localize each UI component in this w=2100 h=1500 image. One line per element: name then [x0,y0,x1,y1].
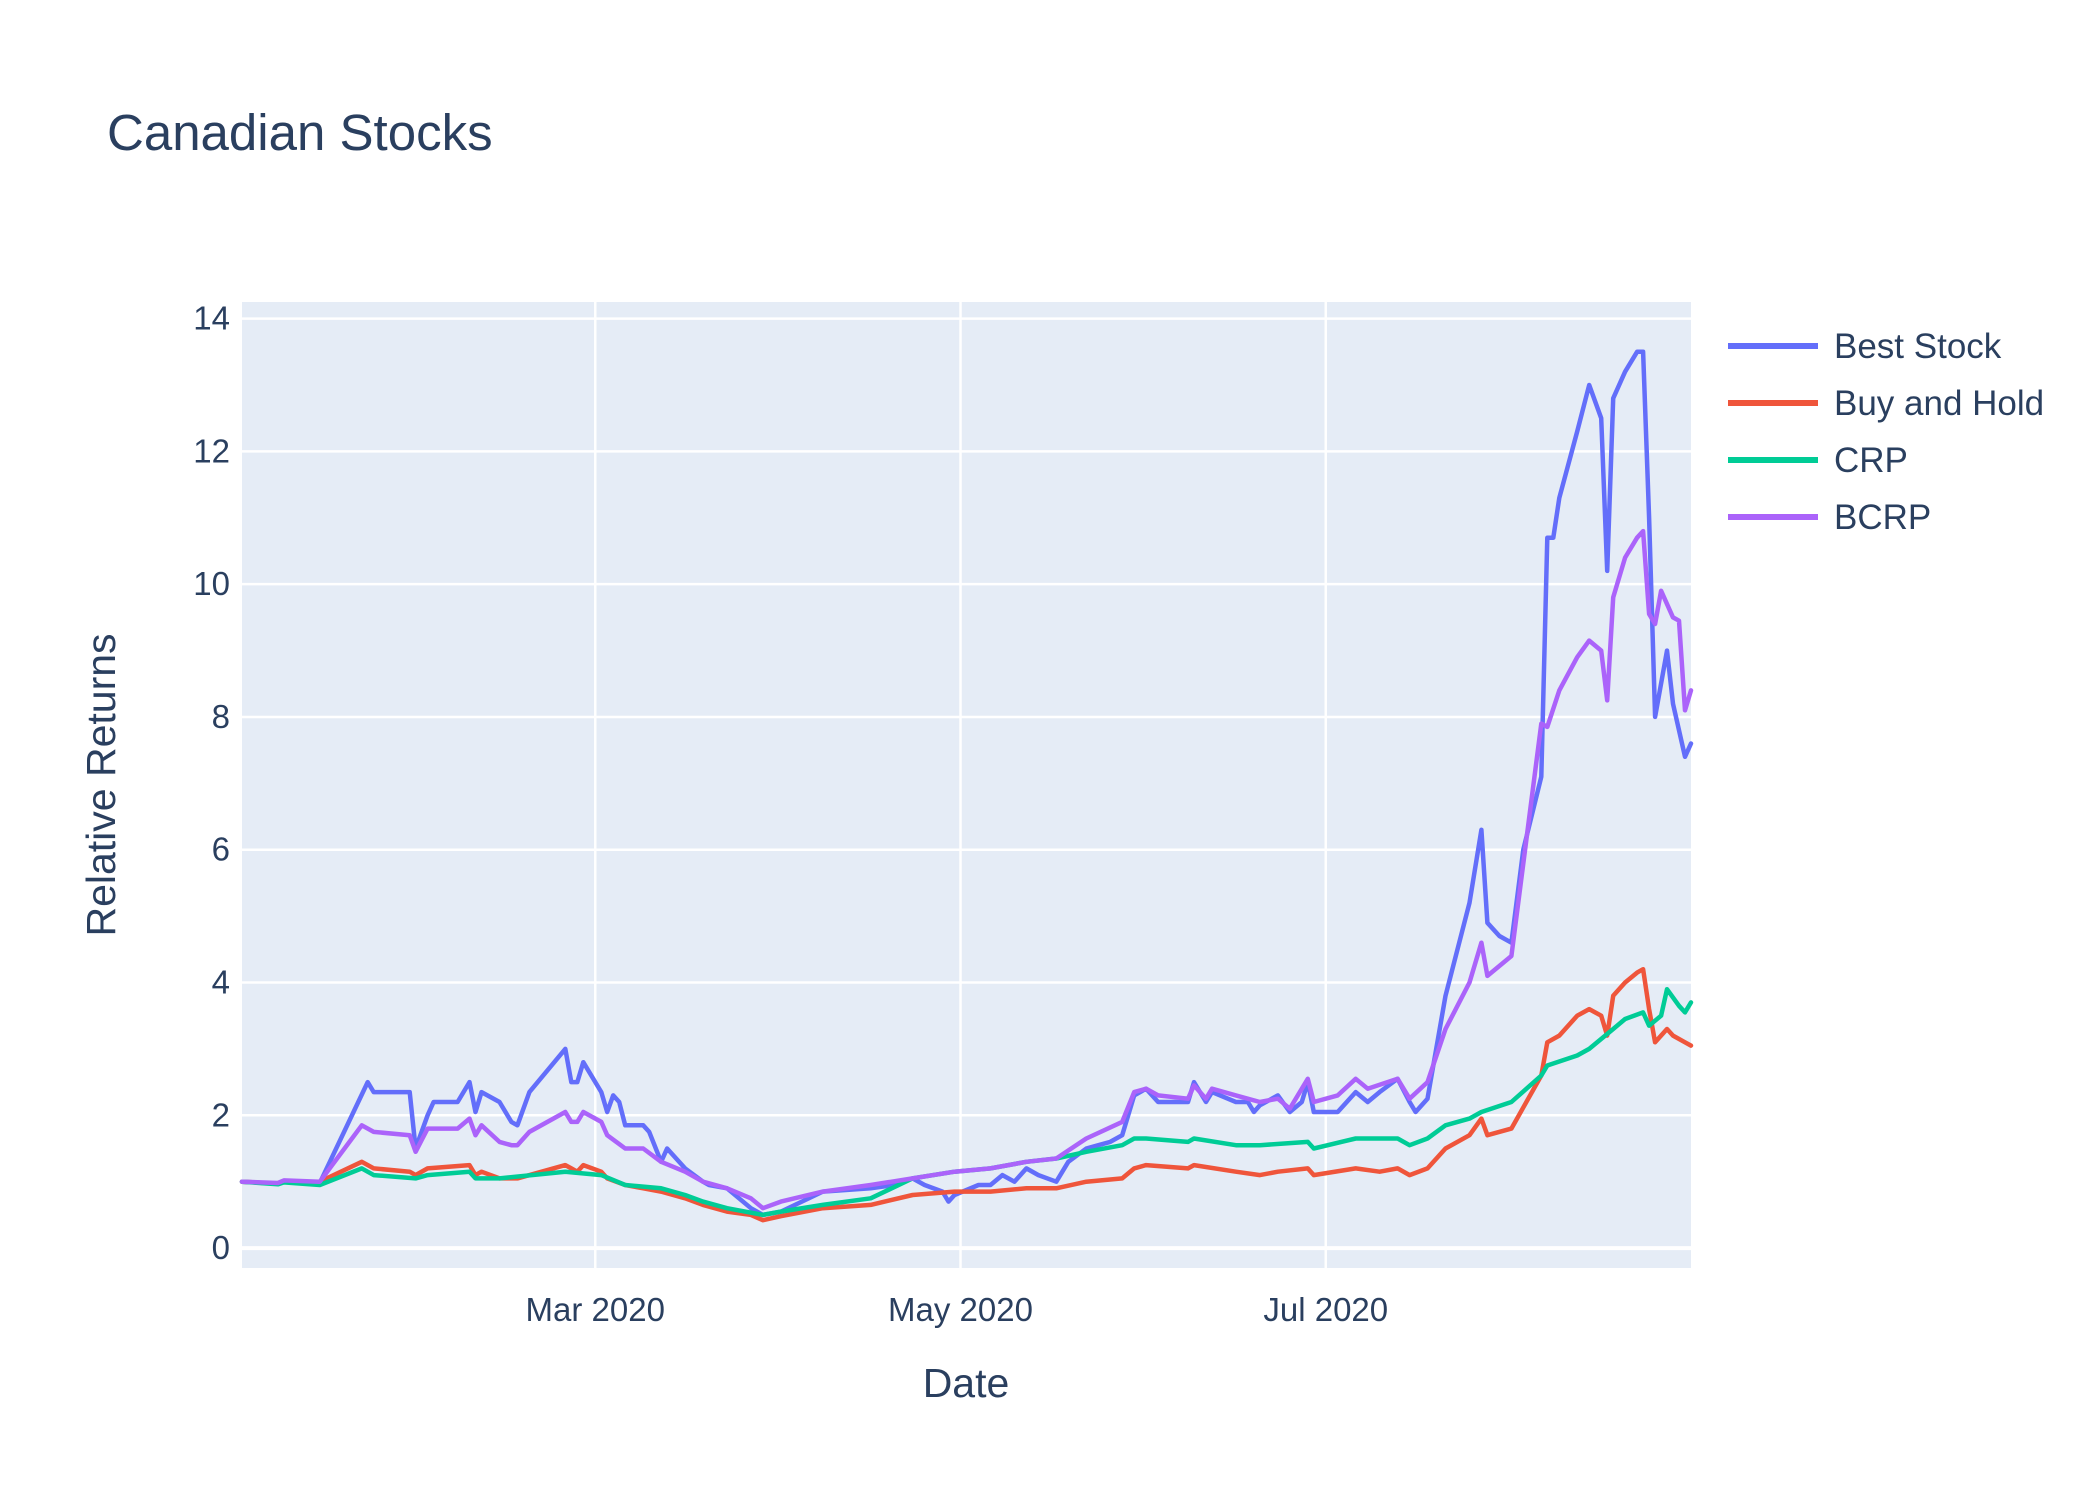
y-tick-label: 8 [212,698,230,735]
legend-label: BCRP [1834,498,1931,537]
legend-item-buy-and-hold[interactable]: Buy and Hold [1728,384,2044,423]
legend-label: CRP [1834,441,1908,480]
legend-item-bcrp[interactable]: BCRP [1728,498,1931,537]
y-tick-label: 12 [193,432,230,469]
legend-label: Buy and Hold [1834,384,2044,423]
x-tick-label: May 2020 [888,1291,1033,1328]
series-line-crp [239,986,1694,1218]
series-layer [239,349,1694,1223]
legend-item-best-stock[interactable]: Best Stock [1728,327,2002,366]
x-axis-title: Date [923,1360,1010,1406]
grid-layer [242,302,1691,1268]
y-tick-label: 10 [193,565,230,602]
y-tick-label: 14 [193,300,230,337]
y-axis-title: Relative Returns [78,633,124,936]
y-tick-label: 6 [212,831,230,868]
legend: Best Stock Buy and Hold CRP BCRP [1728,327,2044,537]
x-tick-label: Mar 2020 [526,1291,665,1328]
y-tick-label: 2 [212,1096,230,1133]
chart-title: Canadian Stocks [107,104,493,161]
legend-item-crp[interactable]: CRP [1728,441,1908,480]
legend-label: Best Stock [1834,327,2002,366]
plot-background [242,302,1691,1268]
y-tick-label: 0 [212,1229,230,1266]
series-line-best-stock [239,349,1694,1218]
series-line-bcrp [239,528,1694,1211]
tick-layer: 0 2 4 6 8 10 12 14 Mar 2020 May 2020 Jul 2020 [193,300,1388,1328]
y-tick-label: 4 [212,964,230,1001]
x-tick-label: Jul 2020 [1263,1291,1388,1328]
